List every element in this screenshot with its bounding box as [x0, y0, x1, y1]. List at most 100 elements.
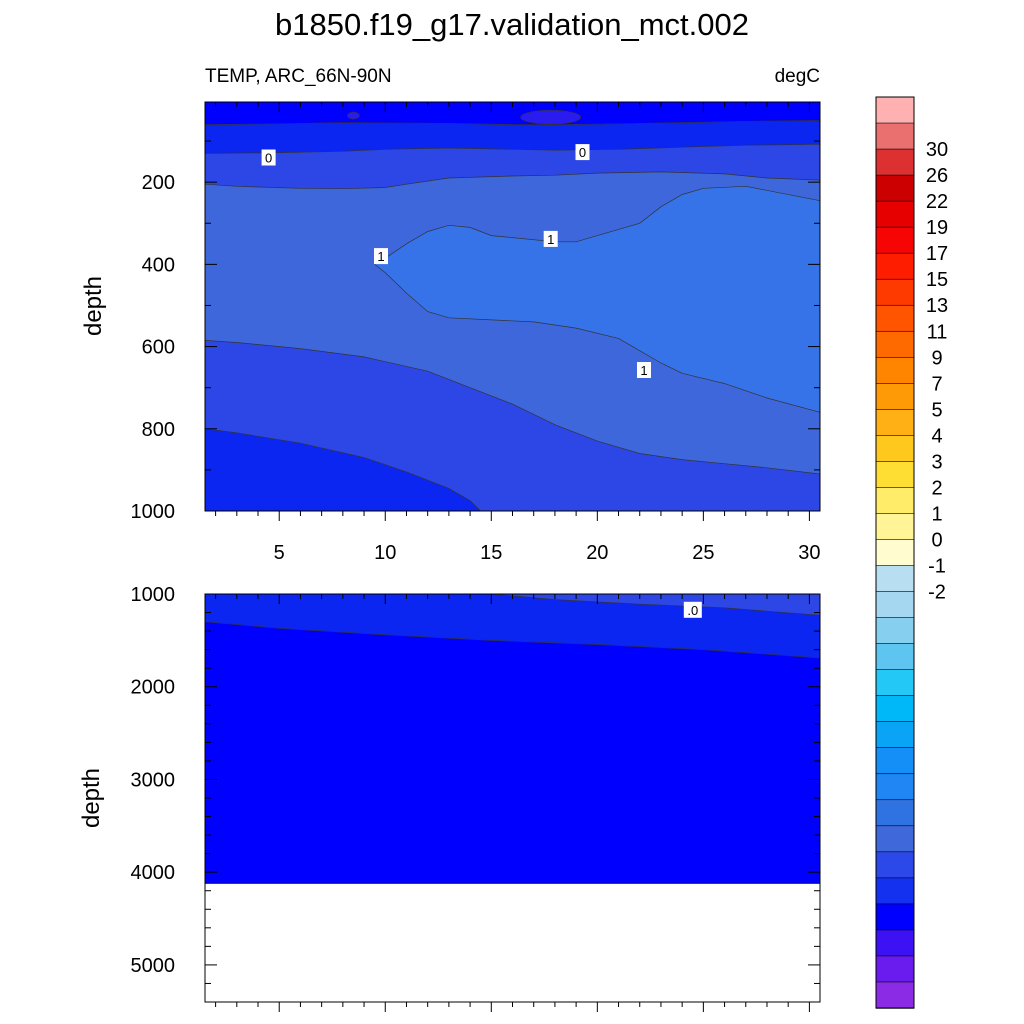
- colorbar-box: [875, 591, 915, 619]
- main-title: b1850.f19_g17.validation_mct.002: [275, 7, 749, 42]
- colorbar-box: [875, 174, 915, 202]
- contour-label-text: 1: [377, 249, 384, 264]
- contour-label: 0: [575, 144, 590, 161]
- contour-label: .0: [683, 601, 702, 618]
- contour-label: 0: [261, 149, 276, 166]
- deepest-band: [205, 428, 481, 511]
- y-tick-label: 2000: [131, 677, 176, 699]
- colorbar-box: [875, 435, 915, 463]
- x-tick-label: 25: [692, 542, 714, 564]
- colorbar-box: [875, 461, 915, 489]
- contour-label-text: 1: [547, 232, 554, 247]
- surface-blob: [520, 109, 581, 125]
- colorbar-box: [875, 565, 915, 593]
- colorbar-box: [875, 643, 915, 671]
- colorbar-box: [875, 487, 915, 515]
- units-label: degC: [775, 66, 820, 87]
- colorbar-label: 4: [931, 425, 942, 447]
- colorbar-box: [875, 825, 915, 853]
- colorbar-box: [875, 409, 915, 437]
- contour-label-box: [374, 248, 388, 265]
- contour-label-box: [683, 601, 702, 618]
- warm-core-band: [374, 186, 820, 413]
- y-tick-label: 1000: [131, 584, 176, 606]
- colorbar-box: [875, 226, 915, 254]
- colorbar-label: 15: [926, 269, 948, 291]
- contour-label-text: 0: [579, 145, 586, 160]
- colorbar-box: [875, 539, 915, 567]
- contour-line: [204, 621, 821, 659]
- colorbar-box: [875, 877, 915, 905]
- x-tick-label: 20: [586, 542, 608, 564]
- colorbar-box: [875, 669, 915, 697]
- colorbar-label: 5: [931, 399, 942, 421]
- lower-ylabel: depth: [78, 768, 105, 828]
- upper-panel: 0 0 1 1 1 200 400 600 800 1000 5 10 15 20 25 30: [131, 101, 821, 564]
- colorbar-label: 11: [927, 321, 948, 343]
- near-surface-band: [205, 120, 820, 154]
- colorbar-box: [875, 252, 915, 280]
- colorbar-box: [875, 356, 915, 385]
- colorbar-box: [875, 799, 915, 827]
- colorbar-box: [875, 981, 915, 1009]
- colorbar-box: [875, 278, 915, 306]
- colorbar-label: 13: [926, 295, 948, 317]
- y-tick-label: 400: [142, 254, 175, 276]
- x-tick-label: 30: [798, 542, 820, 564]
- contour-line: [204, 171, 821, 190]
- colorbar-box: [875, 330, 915, 358]
- colorbar-box: [875, 122, 915, 150]
- upper-ylabel: depth: [80, 276, 107, 336]
- colorbar-box: [875, 200, 915, 228]
- colorbar-box: [875, 148, 915, 176]
- surface-cold-band: [205, 102, 820, 125]
- contour-label: 1: [637, 362, 651, 378]
- y-tick-label: 800: [142, 419, 175, 441]
- contour-label-text: 1: [640, 363, 647, 378]
- contour-label-text: .0: [687, 603, 698, 618]
- colorbar-box: [875, 695, 915, 723]
- contour-line: [204, 120, 821, 125]
- x-tick-label: 15: [480, 542, 502, 564]
- contour-line: [374, 264, 821, 413]
- colorbar: 30 26 22 19 17 15 13 11 9 7 5 4 3 2 1 0 -1 -2: [875, 96, 948, 1009]
- x-tick-label: 5: [274, 542, 285, 564]
- contour-label-box: [543, 230, 558, 247]
- contour-label-box: [575, 144, 590, 161]
- colorbar-box: [875, 721, 915, 749]
- colorbar-label: -1: [928, 556, 946, 578]
- colorbar-label: 0: [931, 530, 942, 552]
- colorbar-box: [875, 513, 915, 541]
- y-tick-label: 4000: [131, 862, 176, 884]
- colorbar-label: 19: [926, 217, 948, 239]
- colorbar-box: [875, 955, 915, 983]
- contour-label-box: [637, 362, 651, 378]
- subsurface-band: [205, 144, 820, 189]
- surface-blob: [347, 111, 360, 120]
- colorbar-label: 26: [926, 165, 948, 187]
- colorbar-label: 2: [931, 477, 942, 499]
- contour-label-text: 0: [265, 151, 272, 166]
- colorbar-box: [875, 617, 915, 645]
- colorbar-box: [875, 903, 915, 931]
- y-tick-label: 200: [142, 172, 175, 194]
- colorbar-label: 9: [931, 347, 942, 369]
- colorbar-box: [875, 747, 915, 775]
- y-tick-label: 600: [142, 337, 175, 359]
- lower-panel: .0 1000 2000 3000 4000 5000: [131, 584, 821, 1012]
- contour-line: [204, 143, 821, 154]
- colorbar-label: 1: [931, 504, 942, 526]
- colorbar-label: 30: [926, 139, 948, 161]
- colorbar-box: [875, 773, 915, 801]
- colorbar-box: [875, 929, 915, 957]
- colorbar-label: 3: [931, 451, 942, 473]
- colorbar-label: -2: [928, 582, 946, 604]
- contour-label-box: [261, 149, 276, 166]
- contour-line: [204, 428, 481, 512]
- colorbar-box: [875, 851, 915, 879]
- contour-label: 1: [374, 248, 388, 265]
- y-tick-label: 5000: [131, 955, 176, 977]
- contour-line: [374, 185, 821, 265]
- colorbar-box: [875, 96, 915, 124]
